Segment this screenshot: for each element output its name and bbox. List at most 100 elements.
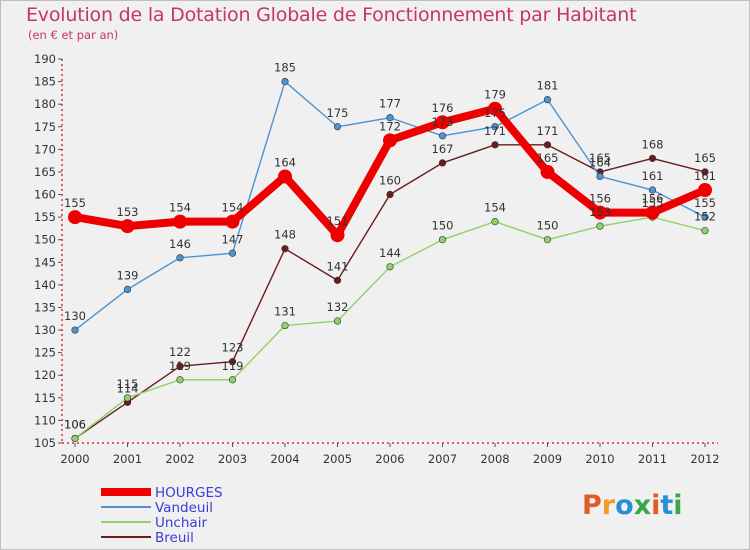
data-point-unchair <box>438 236 447 244</box>
data-label-unchair: 131 <box>274 305 296 319</box>
data-label-unchair: 119 <box>169 359 191 373</box>
y-tick-label: 180 <box>34 97 56 111</box>
data-label-hourges: 154 <box>169 201 191 215</box>
legend-label-unchair: Unchair <box>155 515 207 531</box>
y-tick-label: 170 <box>34 142 56 156</box>
brand-letter: r <box>601 490 616 521</box>
data-label-vandeuil: 155 <box>694 196 716 210</box>
data-point-vandeuil <box>543 96 552 104</box>
data-point-hourges <box>120 219 135 234</box>
data-label-unchair: 153 <box>589 205 611 219</box>
chart-axes: 1051101151201251301351401451501551601651… <box>34 52 720 466</box>
data-label-hourges: 154 <box>222 201 244 215</box>
data-label-breuil: 148 <box>274 228 296 242</box>
brand-logo: Proxiti <box>582 490 683 521</box>
data-point-hourges <box>383 133 397 148</box>
data-point-breuil <box>543 141 552 149</box>
data-label-vandeuil: 175 <box>484 106 506 120</box>
x-tick-label: 2002 <box>165 452 194 466</box>
data-point-vandeuil <box>228 249 237 257</box>
data-point-breuil <box>648 154 657 162</box>
data-label-breuil: 114 <box>117 381 139 395</box>
brand-letter: P <box>582 490 602 521</box>
data-label-vandeuil: 130 <box>64 309 86 323</box>
data-label-hourges: 155 <box>64 196 86 210</box>
y-tick-label: 190 <box>34 52 56 66</box>
brand-letter: o <box>615 490 634 521</box>
data-label-vandeuil: 146 <box>169 237 191 251</box>
data-point-vandeuil <box>701 213 709 221</box>
legend-label-hourges: HOURGES <box>155 485 223 501</box>
data-label-unchair: 155 <box>642 196 664 210</box>
data-point-unchair <box>596 222 604 230</box>
data-label-unchair: 132 <box>327 300 349 314</box>
data-label-vandeuil: 185 <box>274 61 296 75</box>
y-tick-label: 120 <box>34 368 56 382</box>
y-tick-label: 160 <box>34 188 56 202</box>
y-tick-label: 175 <box>34 120 56 134</box>
chart-subtitle: (en € et par an) <box>28 28 119 42</box>
data-label-breuil: 122 <box>169 345 191 359</box>
data-point-vandeuil <box>596 172 604 181</box>
x-tick-label: 2011 <box>638 452 667 466</box>
y-tick-label: 125 <box>34 346 56 360</box>
brand-letter: x <box>633 490 652 521</box>
plot-area <box>62 59 718 443</box>
data-label-vandeuil: 161 <box>642 169 664 183</box>
brand-letter: i <box>673 490 683 521</box>
data-point-breuil <box>228 358 237 366</box>
data-label-vandeuil: 147 <box>222 232 244 246</box>
data-label-unchair: 154 <box>484 201 506 215</box>
data-point-unchair <box>491 218 499 226</box>
x-tick-label: 2003 <box>218 452 247 466</box>
data-point-vandeuil <box>123 285 132 294</box>
data-label-hourges: 156 <box>589 192 611 206</box>
data-label-hourges: 151 <box>327 214 349 228</box>
y-tick-label: 145 <box>34 255 56 269</box>
y-tick-label: 165 <box>34 165 56 179</box>
data-point-vandeuil <box>386 114 394 122</box>
data-point-breuil <box>333 276 342 284</box>
chart-title: Evolution de la Dotation Globale de Fonc… <box>26 4 637 26</box>
data-label-unchair: 115 <box>117 377 139 391</box>
data-point-unchair <box>386 263 394 271</box>
data-label-vandeuil: 175 <box>327 106 349 120</box>
data-point-hourges <box>330 228 345 243</box>
y-tick-label: 140 <box>34 278 56 292</box>
data-label-vandeuil: 164 <box>589 155 611 169</box>
data-label-hourges: 153 <box>117 205 139 219</box>
data-label-vandeuil: 181 <box>537 79 559 93</box>
y-tick-label: 185 <box>34 75 56 89</box>
data-point-hourges <box>540 164 555 179</box>
data-point-vandeuil <box>438 132 447 140</box>
data-label-unchair: 150 <box>537 219 559 233</box>
x-tick-label: 2010 <box>585 452 614 466</box>
data-point-unchair <box>71 434 79 443</box>
data-label-breuil: 141 <box>327 259 349 273</box>
data-point-vandeuil <box>71 326 79 334</box>
data-point-hourges <box>435 115 450 130</box>
data-label-vandeuil: 173 <box>432 115 454 129</box>
data-label-breuil: 106 <box>64 417 86 431</box>
x-tick-label: 2008 <box>480 452 509 466</box>
data-label-hourges: 172 <box>379 119 401 133</box>
data-label-vandeuil: 177 <box>379 97 401 111</box>
data-point-hourges <box>698 183 712 198</box>
data-label-unchair: 106 <box>64 417 86 431</box>
data-point-breuil <box>491 141 499 149</box>
data-label-unchair: 150 <box>432 219 454 233</box>
data-label-breuil: 165 <box>694 151 716 165</box>
data-label-breuil: 165 <box>589 151 611 165</box>
data-label-hourges: 176 <box>432 101 454 115</box>
data-point-hourges <box>593 205 607 220</box>
data-label-breuil: 168 <box>642 137 664 151</box>
y-tick-label: 155 <box>34 210 56 224</box>
data-label-hourges: 165 <box>537 151 559 165</box>
y-tick-label: 105 <box>34 436 56 450</box>
data-label-breuil: 123 <box>222 341 244 355</box>
data-point-unchair <box>543 236 552 244</box>
data-point-unchair <box>281 321 289 330</box>
data-point-unchair <box>228 376 237 384</box>
data-point-vandeuil <box>333 123 342 131</box>
data-point-breuil <box>281 245 289 253</box>
